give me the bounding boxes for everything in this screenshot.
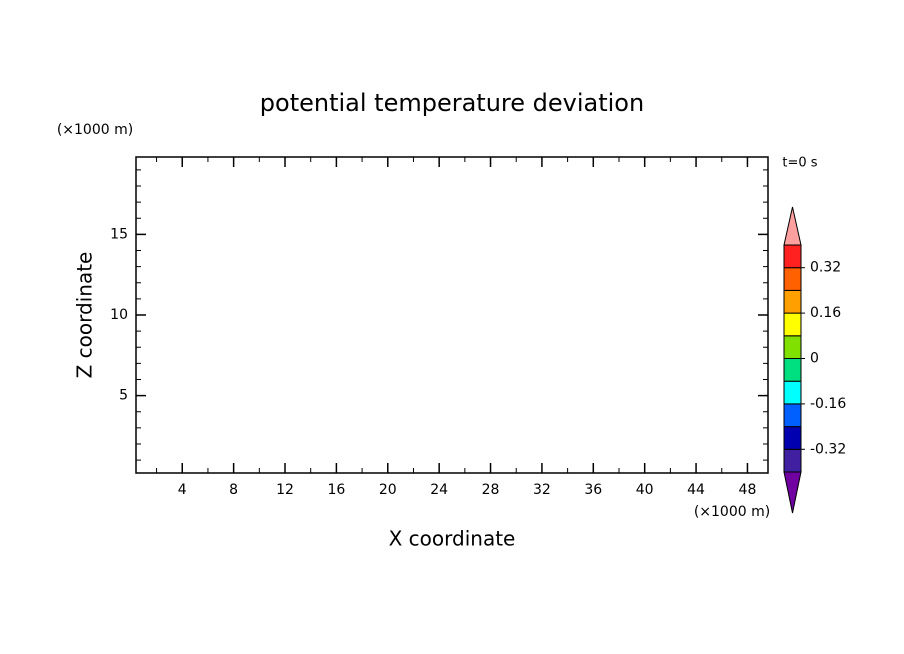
x-tick-label: 20 <box>379 482 397 498</box>
x-tick-label: 24 <box>430 482 448 498</box>
x-tick-label: 8 <box>229 482 238 498</box>
colorbar-tick-label: -0.16 <box>810 396 846 412</box>
plot-frame <box>135 156 769 474</box>
colorbar-under <box>783 471 802 514</box>
x-tick-label: 40 <box>636 482 654 498</box>
colorbar-tick-label: 0.32 <box>810 260 841 276</box>
x-tick-label: 36 <box>584 482 602 498</box>
x-tick-label: 48 <box>739 482 757 498</box>
colorbar-box <box>783 403 802 428</box>
x-tick-label: 12 <box>276 482 294 498</box>
x-tick-label: 32 <box>533 482 551 498</box>
x-tick-label: 28 <box>482 482 500 498</box>
x-tick-label: 16 <box>327 482 345 498</box>
x-tick-label: 44 <box>687 482 705 498</box>
x-axis-label: X coordinate <box>389 527 516 551</box>
y-tick-label: 15 <box>110 226 128 242</box>
y-tick-label: 10 <box>110 307 128 323</box>
colorbar-box <box>783 335 802 359</box>
y-axis-label: Z coordinate <box>73 252 97 379</box>
colorbar-tick-label: 0 <box>810 351 819 367</box>
x-unit: (×1000 m) <box>694 504 770 520</box>
colorbar-over <box>783 206 802 246</box>
colorbar-box <box>783 312 802 337</box>
colorbar-box <box>783 358 802 382</box>
x-tick-label: 4 <box>178 482 187 498</box>
chart-title: potential temperature deviation <box>260 89 644 117</box>
colorbar-box <box>783 244 802 269</box>
y-unit: (×1000 m) <box>57 122 133 138</box>
colorbar-box <box>783 426 802 450</box>
colorbar-box <box>783 380 802 405</box>
colorbar-tick-label: -0.32 <box>810 441 846 457</box>
colorbar-box <box>783 448 802 473</box>
colorbar-tick-label: 0.16 <box>810 305 841 321</box>
time-annotation: t=0 s <box>782 156 817 171</box>
colorbar-box <box>783 267 802 291</box>
colorbar-box <box>783 289 802 314</box>
y-tick-label: 5 <box>119 388 128 404</box>
